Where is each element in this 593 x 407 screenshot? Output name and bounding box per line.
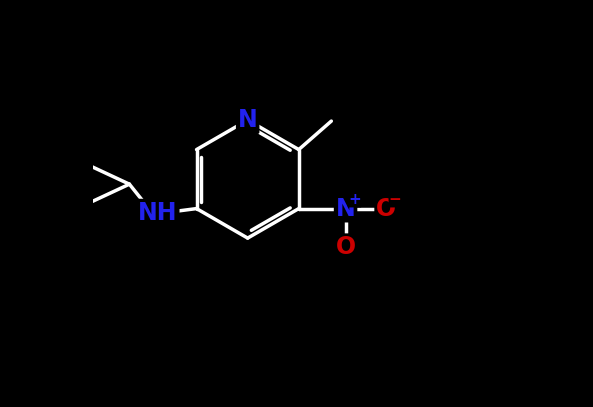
Text: −: −	[389, 192, 401, 207]
Text: O: O	[336, 235, 356, 259]
Text: N: N	[336, 197, 355, 221]
Text: N: N	[238, 108, 257, 132]
Text: +: +	[348, 192, 361, 207]
Text: NH: NH	[138, 201, 178, 225]
Text: O: O	[376, 197, 396, 221]
